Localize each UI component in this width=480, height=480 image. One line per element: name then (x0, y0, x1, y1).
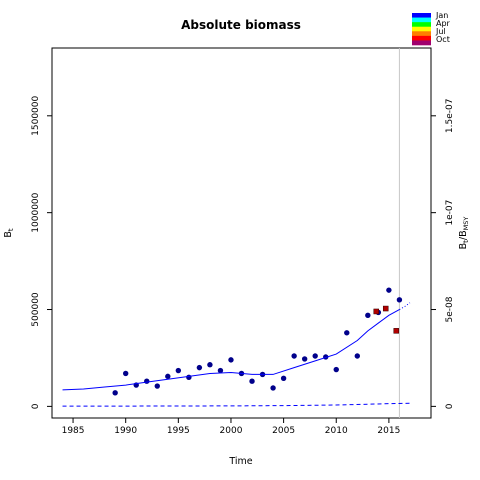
legend-color-band (412, 31, 431, 37)
x-tick-label: 2015 (377, 426, 400, 436)
y-tick-label: 0 (31, 403, 41, 409)
series-line (62, 402, 410, 407)
data-point (280, 375, 287, 381)
y2-tick-label: 1.5e-07 (445, 99, 455, 134)
x-tick-label: 1995 (167, 426, 190, 436)
data-point (354, 353, 361, 359)
x-tick-label: 2005 (272, 426, 295, 436)
legend-label: Jan (435, 11, 448, 20)
y2-tick-label: 1e-07 (445, 200, 455, 226)
x-axis-label: Time (228, 456, 252, 467)
legend-label: Oct (436, 35, 450, 44)
data-point (122, 370, 129, 377)
legend-label: Jul (435, 27, 446, 36)
legend-color-band (412, 40, 431, 46)
y-axis: 0 500000 1000000 1500000 (31, 95, 52, 409)
y2-tick-label: 5e-08 (445, 296, 455, 322)
data-point (270, 385, 276, 391)
data-point (165, 373, 171, 380)
x-tick-label: 2010 (325, 426, 348, 436)
y-tick-label: 500000 (31, 292, 41, 327)
data-point (396, 297, 403, 303)
data-point (228, 357, 234, 363)
data-point (217, 367, 224, 374)
data-point (144, 378, 150, 384)
chart-title: Absolute biomass (181, 18, 301, 32)
data-point-square (382, 305, 389, 312)
data-point (175, 367, 182, 374)
data-point (196, 364, 203, 371)
data-point-square (393, 328, 400, 334)
data-point (386, 287, 392, 293)
series-layer (62, 287, 411, 407)
data-point (365, 312, 371, 319)
legend-color-band (412, 22, 431, 28)
data-point (301, 356, 308, 362)
data-point (333, 366, 339, 373)
y-axis-label: Bt (3, 228, 15, 238)
y-tick-label: 1000000 (31, 192, 41, 232)
x-tick-label: 1985 (62, 426, 85, 436)
data-point (291, 353, 297, 359)
legend-color-band (412, 17, 431, 23)
data-point (312, 353, 318, 359)
data-point (249, 378, 255, 384)
x-axis: 1985 1990 1995 2000 2005 2010 2015 (62, 418, 400, 436)
x-tick-label: 1990 (114, 426, 137, 436)
y-tick-label: 1500000 (31, 95, 41, 135)
data-point (154, 383, 160, 389)
legend-color-band (412, 26, 431, 32)
data-point-square (373, 308, 380, 315)
y2-axis: 0 5e-08 1e-07 1.5e-07 (431, 99, 455, 409)
plot-area (51, 47, 432, 419)
data-point (112, 390, 118, 396)
series-line (399, 302, 411, 310)
data-point (344, 330, 350, 336)
data-point (207, 362, 213, 368)
data-point (186, 374, 192, 381)
series-line (62, 309, 400, 391)
legend-label: Apr (436, 19, 451, 28)
y2-tick-label: 0 (445, 403, 455, 409)
x-tick-label: 2000 (220, 426, 243, 436)
y2-axis-label: Bt/BMSY (458, 217, 470, 250)
legend-color-band (412, 35, 431, 41)
legend-color-band (412, 13, 431, 18)
